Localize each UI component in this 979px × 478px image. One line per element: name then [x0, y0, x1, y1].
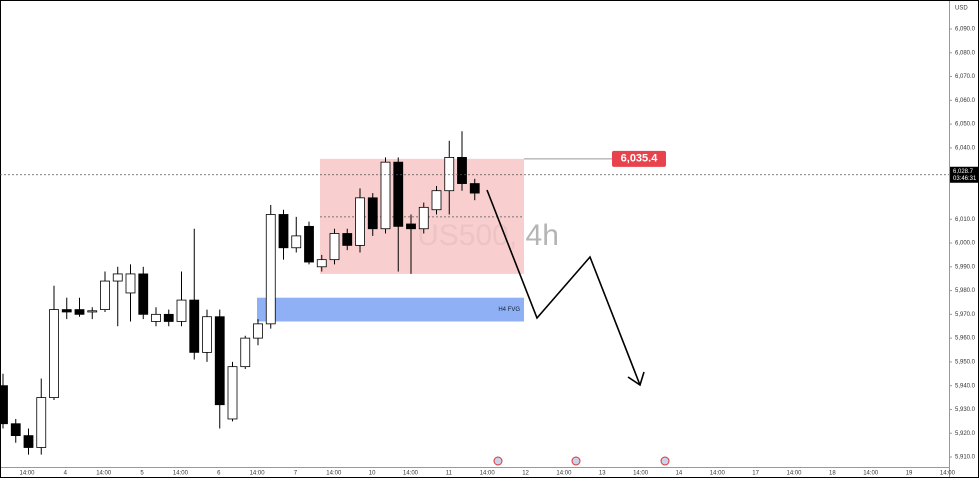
candle-body: [202, 316, 212, 353]
y-tick-label: 5,990.0: [955, 264, 976, 270]
candle-body: [227, 366, 238, 420]
candle-body: [49, 309, 59, 398]
candle-body: [457, 157, 467, 184]
candle-body: [112, 273, 123, 282]
candle-body: [393, 161, 404, 227]
candle-body: [304, 225, 314, 263]
event-flag: [571, 456, 581, 466]
candle-body: [36, 397, 47, 448]
x-tick-label: 14:00: [633, 471, 649, 477]
x-tick-label: 14:00: [710, 471, 726, 477]
candle-body: [176, 299, 187, 322]
countdown: 03:46:31: [953, 176, 977, 182]
x-tick-label: 14:00: [556, 471, 572, 477]
x-tick-label: 14:00: [173, 471, 189, 477]
candle-body: [100, 280, 110, 310]
x-tick-label: 14:00: [940, 471, 956, 477]
x-tick-label: 7: [294, 471, 298, 477]
y-tick-label: 6,050.0: [955, 122, 976, 128]
candle-body: [189, 299, 200, 353]
x-tick-label: 14: [676, 471, 683, 477]
y-tick-label: 5,980.0: [955, 288, 976, 294]
candle-body: [355, 197, 365, 246]
y-tick-label: 5,920.0: [955, 431, 976, 437]
candle-body: [380, 161, 391, 230]
y-tick-label: 6,070.0: [955, 74, 976, 80]
candle-body: [329, 233, 340, 261]
x-tick-label: 14:00: [480, 471, 496, 477]
candle-body: [0, 385, 8, 425]
candle-body: [265, 214, 276, 325]
x-tick-label: 6: [217, 471, 221, 477]
y-tick-label: 6,060.0: [955, 98, 976, 104]
candle-body: [240, 337, 251, 368]
candle-body: [367, 197, 378, 230]
x-tick-label: 19: [906, 471, 913, 477]
candle-body: [138, 273, 149, 315]
x-tick-label: 14:00: [326, 471, 342, 477]
x-tick-label: 14:00: [19, 471, 35, 477]
candle-body: [10, 423, 21, 437]
candle-body: [278, 214, 289, 249]
candle-body: [163, 313, 174, 322]
candle-body: [151, 313, 161, 322]
x-tick-label: 4: [64, 471, 68, 477]
y-tick-label: 6,090.0: [955, 27, 976, 33]
y-tick-label: 6,080.0: [955, 50, 976, 56]
candle-body: [444, 157, 455, 192]
candle-body: [61, 309, 72, 313]
candle-body: [23, 435, 34, 448]
projection-arrow: [486, 189, 641, 386]
level-badge: [612, 150, 666, 167]
x-tick-label: 14:00: [403, 471, 419, 477]
y-tick-label: 6,040.0: [955, 145, 976, 151]
x-tick-label: 17: [752, 471, 759, 477]
x-tick-label: 13: [599, 471, 606, 477]
candle-body: [342, 233, 353, 246]
level-label: 6,035.4: [621, 153, 659, 165]
x-tick-label: 18: [829, 471, 836, 477]
x-tick-label: 12: [522, 471, 529, 477]
candle-body: [291, 235, 302, 249]
x-tick-label: 14:00: [96, 471, 112, 477]
y-tick-label: 6,000.0: [955, 241, 976, 247]
candle-body: [125, 273, 136, 294]
x-tick-label: 11: [446, 471, 453, 477]
currency-label: USD: [955, 6, 968, 12]
y-tick-label: 5,910.0: [955, 455, 976, 461]
candle-body: [253, 323, 263, 339]
candle-body: [431, 190, 442, 211]
x-tick-label: 5: [140, 471, 144, 477]
candle-body: [74, 309, 85, 315]
x-tick-label: 14:00: [250, 471, 266, 477]
fvg-label: H4 FVG: [498, 307, 520, 313]
y-tick-label: 5,970.0: [955, 312, 976, 318]
candle-body: [316, 259, 327, 268]
y-tick-label: 6,010.0: [955, 217, 976, 223]
candle-body: [469, 183, 480, 194]
last-price-badge: [950, 166, 978, 183]
candle-body: [406, 223, 416, 230]
candle-body: [87, 310, 98, 313]
y-tick-label: 5,950.0: [955, 359, 976, 365]
last-price-label: 6,028.7: [953, 169, 974, 175]
x-tick-label: 14:00: [786, 471, 802, 477]
arrow-head: [627, 371, 645, 387]
x-tick-label: 14:00: [863, 471, 879, 477]
y-tick-label: 5,960.0: [955, 336, 976, 342]
candle-body: [418, 206, 429, 230]
y-tick-label: 5,940.0: [955, 383, 976, 389]
fvg-zone: [257, 297, 524, 322]
y-tick-label: 5,930.0: [955, 407, 976, 413]
event-flag: [660, 456, 670, 466]
event-flag: [493, 456, 503, 466]
candle-body: [214, 316, 225, 406]
x-tick-label: 10: [369, 471, 376, 477]
